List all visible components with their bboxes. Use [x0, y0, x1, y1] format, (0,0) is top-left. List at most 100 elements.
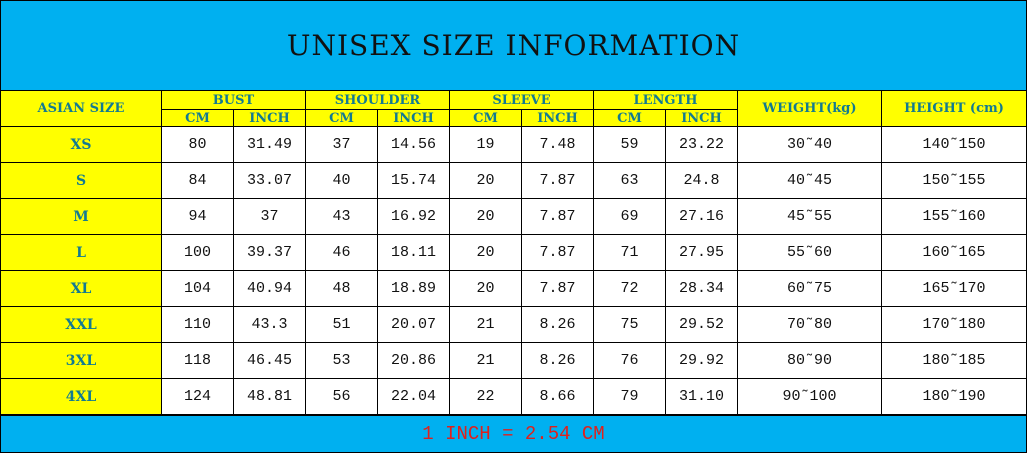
header-inch: INCH — [665, 109, 738, 127]
table-cell: 40 — [305, 162, 378, 199]
table-cell: 150˜155 — [881, 162, 1027, 199]
table-cell: 20.86 — [377, 342, 450, 379]
table-cell: 27.16 — [665, 198, 738, 235]
size-label: 3XL — [0, 342, 162, 379]
table-cell: 8.66 — [521, 378, 594, 415]
size-label: XL — [0, 270, 162, 307]
table-cell: 160˜165 — [881, 234, 1027, 271]
size-label: XXL — [0, 306, 162, 343]
table-cell: 15.74 — [377, 162, 450, 199]
header-shoulder: SHOULDER — [305, 90, 450, 110]
table-cell: 27.95 — [665, 234, 738, 271]
table-cell: 70˜80 — [737, 306, 882, 343]
header-length: LENGTH — [593, 90, 738, 110]
chart-title: UNISEX SIZE INFORMATION — [1, 1, 1026, 90]
size-label: S — [0, 162, 162, 199]
table-cell: 69 — [593, 198, 666, 235]
table-row: L 100 39.37 46 18.11 20 7.87 71 27.95 55˜60 160˜16… — [0, 234, 1027, 271]
table-cell: 7.87 — [521, 198, 594, 235]
table-row: XS 80 31.49 37 14.56 19 7.48 59 23.22 30˜40 140˜15… — [0, 126, 1027, 163]
table-cell: 155˜160 — [881, 198, 1027, 235]
table-cell: 31.49 — [233, 126, 306, 163]
table-cell: 53 — [305, 342, 378, 379]
table-cell: 37 — [305, 126, 378, 163]
table-cell: 76 — [593, 342, 666, 379]
table-cell: 60˜75 — [737, 270, 882, 307]
header-size: ASIAN SIZE — [0, 90, 162, 127]
table-cell: 43 — [305, 198, 378, 235]
table-cell: 20 — [449, 270, 522, 307]
table-cell: 7.87 — [521, 162, 594, 199]
table-cell: 20 — [449, 198, 522, 235]
table-cell: 33.07 — [233, 162, 306, 199]
table-cell: 40.94 — [233, 270, 306, 307]
table-cell: 180˜185 — [881, 342, 1027, 379]
table-cell: 55˜60 — [737, 234, 882, 271]
table-cell: 80 — [161, 126, 234, 163]
conversion-note: 1 INCH = 2.54 CM — [1, 416, 1026, 452]
table-cell: 29.92 — [665, 342, 738, 379]
table-cell: 20.07 — [377, 306, 450, 343]
table-cell: 56 — [305, 378, 378, 415]
size-label: 4XL — [0, 378, 162, 415]
table-cell: 30˜40 — [737, 126, 882, 163]
table-cell: 51 — [305, 306, 378, 343]
table-cell: 37 — [233, 198, 306, 235]
table-cell: 118 — [161, 342, 234, 379]
table-cell: 19 — [449, 126, 522, 163]
table-cell: 7.87 — [521, 234, 594, 271]
size-label: L — [0, 234, 162, 271]
header-inch: INCH — [521, 109, 594, 127]
table-cell: 21 — [449, 306, 522, 343]
table-cell: 71 — [593, 234, 666, 271]
table-cell: 18.11 — [377, 234, 450, 271]
header-inch: INCH — [233, 109, 306, 127]
header-cm: CM — [449, 109, 522, 127]
table-row: S 84 33.07 40 15.74 20 7.87 63 24.8 40˜45 150˜155 — [0, 162, 1027, 199]
table-cell: 170˜180 — [881, 306, 1027, 343]
header-cm: CM — [593, 109, 666, 127]
size-table: ASIAN SIZE BUST SHOULDER SLEEVE LENGTH W… — [0, 90, 1027, 415]
header-height: HEIGHT (cm) — [881, 90, 1027, 127]
size-label: XS — [0, 126, 162, 163]
table-cell: 90˜100 — [737, 378, 882, 415]
table-row: 4XL 124 48.81 56 22.04 22 8.66 79 31.10 90˜100 180… — [0, 378, 1027, 415]
table-cell: 22.04 — [377, 378, 450, 415]
table-cell: 80˜90 — [737, 342, 882, 379]
table-cell: 72 — [593, 270, 666, 307]
table-cell: 8.26 — [521, 342, 594, 379]
size-label: M — [0, 198, 162, 235]
table-cell: 46.45 — [233, 342, 306, 379]
header-weight: WEIGHT(kg) — [737, 90, 882, 127]
table-cell: 94 — [161, 198, 234, 235]
table-cell: 7.48 — [521, 126, 594, 163]
table-cell: 22 — [449, 378, 522, 415]
table-cell: 100 — [161, 234, 234, 271]
table-cell: 46 — [305, 234, 378, 271]
table-cell: 110 — [161, 306, 234, 343]
table-cell: 20 — [449, 162, 522, 199]
table-cell: 180˜190 — [881, 378, 1027, 415]
table-cell: 75 — [593, 306, 666, 343]
table-row: M 94 37 43 16.92 20 7.87 69 27.16 45˜55 155˜160 — [0, 198, 1027, 235]
table-cell: 18.89 — [377, 270, 450, 307]
table-cell: 40˜45 — [737, 162, 882, 199]
table-row: XL 104 40.94 48 18.89 20 7.87 72 28.34 60˜75 165˜1… — [0, 270, 1027, 307]
table-cell: 59 — [593, 126, 666, 163]
header-cm: CM — [305, 109, 378, 127]
table-cell: 39.37 — [233, 234, 306, 271]
table-cell: 165˜170 — [881, 270, 1027, 307]
table-cell: 140˜150 — [881, 126, 1027, 163]
table-row: 3XL 118 46.45 53 20.86 21 8.26 76 29.92 80˜90 180˜… — [0, 342, 1027, 379]
table-cell: 8.26 — [521, 306, 594, 343]
header-inch: INCH — [377, 109, 450, 127]
table-cell: 104 — [161, 270, 234, 307]
table-cell: 16.92 — [377, 198, 450, 235]
header-bust: BUST — [161, 90, 306, 110]
table-cell: 79 — [593, 378, 666, 415]
header-sleeve: SLEEVE — [449, 90, 594, 110]
table-cell: 84 — [161, 162, 234, 199]
table-cell: 14.56 — [377, 126, 450, 163]
table-cell: 23.22 — [665, 126, 738, 163]
